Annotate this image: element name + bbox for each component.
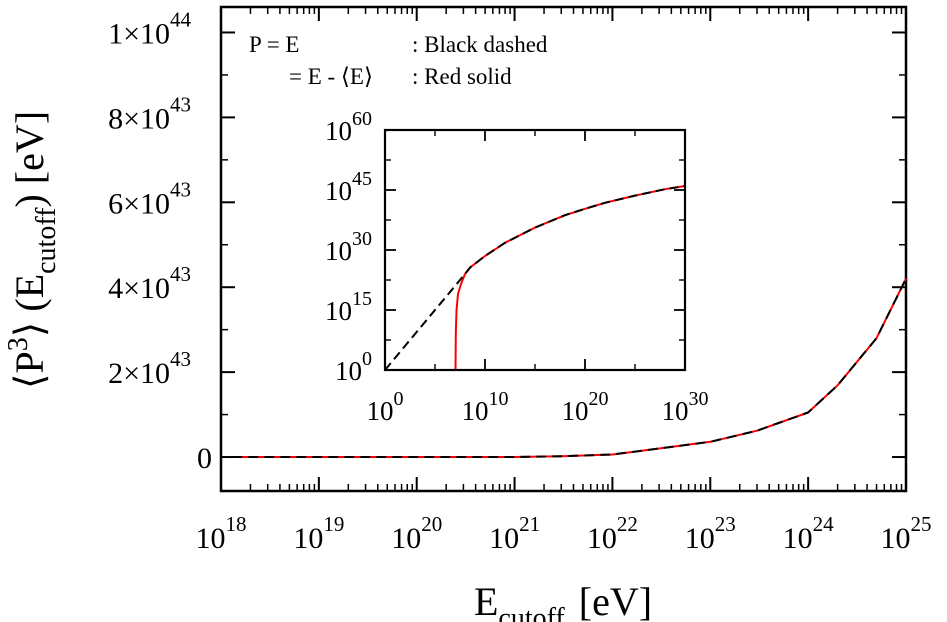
- inset-y-tick-label-base: 10: [325, 176, 352, 206]
- y-tick-label-exponent: 44: [170, 7, 192, 31]
- inset-y-tick-label-exponent: 15: [352, 288, 372, 310]
- x-axis-title-unit: [eV]: [579, 579, 652, 622]
- y-axis-title-sup: 3: [3, 337, 34, 351]
- x-tick-label-base: 10: [783, 522, 813, 555]
- legend-line-2-a: = E - ⟨E⟩: [289, 64, 373, 89]
- inset-y-tick-label-exponent: 60: [352, 108, 372, 130]
- inset-x-tick-label-base: 10: [462, 396, 489, 426]
- inset-y-tick-label-base: 10: [335, 356, 362, 386]
- x-tick-label: 1019: [293, 512, 344, 555]
- inset-x-tick-label-base: 10: [367, 396, 394, 426]
- inset-y-tick-label: 100: [335, 348, 372, 386]
- legend-line-1-a: P = E: [249, 32, 299, 57]
- y-tick-label-exponent: 43: [170, 262, 191, 286]
- x-tick-label: 1025: [881, 512, 932, 555]
- inset-y-tick-label: 1015: [325, 288, 372, 326]
- x-axis-title-sub: cutoff: [498, 603, 565, 622]
- x-tick-label-exponent: 18: [226, 512, 247, 536]
- inset-x-tick-label-exponent: 30: [689, 388, 709, 410]
- x-tick-label-base: 10: [881, 522, 911, 555]
- inset-series: [384, 185, 686, 371]
- inset-y-tick-label: 1045: [325, 168, 372, 206]
- inset-y-tick-label-base: 10: [325, 296, 352, 326]
- x-tick-label-exponent: 19: [323, 512, 344, 536]
- y-axis-title-pre: ⟨P: [7, 351, 52, 389]
- inset-axis-ticks: [384, 129, 686, 371]
- x-tick-label: 1018: [196, 512, 247, 555]
- x-tick-label: 1024: [783, 512, 835, 555]
- x-tick-label-exponent: 20: [421, 512, 442, 536]
- inset-x-tick-label: 100: [367, 388, 404, 426]
- legend-line-2-b: : Red solid: [412, 64, 512, 89]
- inset-y-tick-label-exponent: 45: [352, 168, 372, 190]
- x-tick-label: 1020: [391, 512, 442, 555]
- x-tick-label-base: 10: [391, 522, 421, 555]
- x-tick-label-base: 10: [587, 522, 617, 555]
- y-tick-label-base: 4×10: [108, 272, 170, 305]
- inset-x-tick-label-exponent: 0: [394, 388, 404, 410]
- inset-x-tick-label-exponent: 20: [589, 388, 609, 410]
- y-tick-label-exponent: 43: [170, 347, 191, 371]
- y-tick-label-base: 8×10: [108, 102, 170, 135]
- y-axis-title: ⟨P3⟩ (Ecutoff) [eV]: [3, 111, 62, 389]
- inset-x-tick-label-exponent: 10: [489, 388, 509, 410]
- x-tick-label-base: 10: [293, 522, 323, 555]
- x-tick-label: 1022: [587, 512, 638, 555]
- y-tick-label-base: 6×10: [108, 187, 170, 220]
- inset-y-tick-label-exponent: 0: [362, 348, 372, 370]
- inset-y-tick-label: 1060: [325, 108, 372, 146]
- inset-x-tick-label: 1030: [662, 388, 709, 426]
- y-axis-title-post: ) [eV]: [7, 111, 52, 208]
- inset-y-tick-label-base: 10: [325, 236, 352, 266]
- y-tick-label: 0: [197, 442, 212, 475]
- y-tick-label-base: 0: [197, 442, 212, 475]
- y-tick-label: 4×1043: [108, 262, 191, 305]
- inset-x-tick-label-base: 10: [662, 396, 689, 426]
- legend-line-1-b: : Black dashed: [412, 32, 548, 57]
- main-series-black-dashed: [232, 278, 907, 458]
- main-series: [232, 278, 907, 458]
- x-axis-title-main: E: [474, 579, 498, 622]
- y-axis-title-mid: ⟩ (E: [7, 274, 52, 337]
- y-tick-label: 6×1043: [108, 177, 191, 220]
- y-tick-label-exponent: 43: [170, 177, 191, 201]
- inset-background: [385, 130, 685, 370]
- y-tick-label: 8×1043: [108, 92, 191, 135]
- inset-y-tick-label-base: 10: [325, 116, 352, 146]
- inset-y-tick-label-exponent: 30: [352, 228, 372, 250]
- main-axis-ticks: [220, 7, 907, 491]
- y-tick-label: 1×1044: [108, 7, 191, 50]
- x-tick-label-exponent: 25: [911, 512, 932, 536]
- inset-x-tick-label: 1020: [562, 388, 609, 426]
- x-tick-label-base: 10: [196, 522, 226, 555]
- legend: P = E : Black dashed = E - ⟨E⟩ : Red sol…: [249, 32, 548, 89]
- y-tick-label-base: 2×10: [108, 357, 170, 390]
- x-tick-label-exponent: 21: [519, 512, 540, 536]
- x-tick-label-exponent: 24: [813, 512, 835, 536]
- x-axis-title: Ecutoff [eV]: [474, 579, 652, 622]
- x-tick-label-exponent: 22: [617, 512, 638, 536]
- inset-y-tick-label: 1030: [325, 228, 372, 266]
- x-tick-label-base: 10: [685, 522, 715, 555]
- x-tick-label: 1023: [685, 512, 736, 555]
- y-tick-label-exponent: 43: [170, 92, 191, 116]
- inset-x-tick-label-base: 10: [562, 396, 589, 426]
- inset-series-black-dashed: [384, 185, 686, 371]
- y-tick-label: 2×1043: [108, 347, 191, 390]
- x-tick-label: 1021: [489, 512, 540, 555]
- inset-x-tick-label: 1010: [462, 388, 509, 426]
- main-tick-labels: 1018 1019 1020 1021 1022 1023 1024 102502×10434…: [108, 7, 931, 555]
- main-plot-frame: [219, 5, 908, 493]
- y-tick-label-base: 1×10: [108, 17, 170, 50]
- x-tick-label-base: 10: [489, 522, 519, 555]
- y-axis-title-sub: cutoff: [31, 207, 62, 274]
- x-tick-label-exponent: 23: [715, 512, 736, 536]
